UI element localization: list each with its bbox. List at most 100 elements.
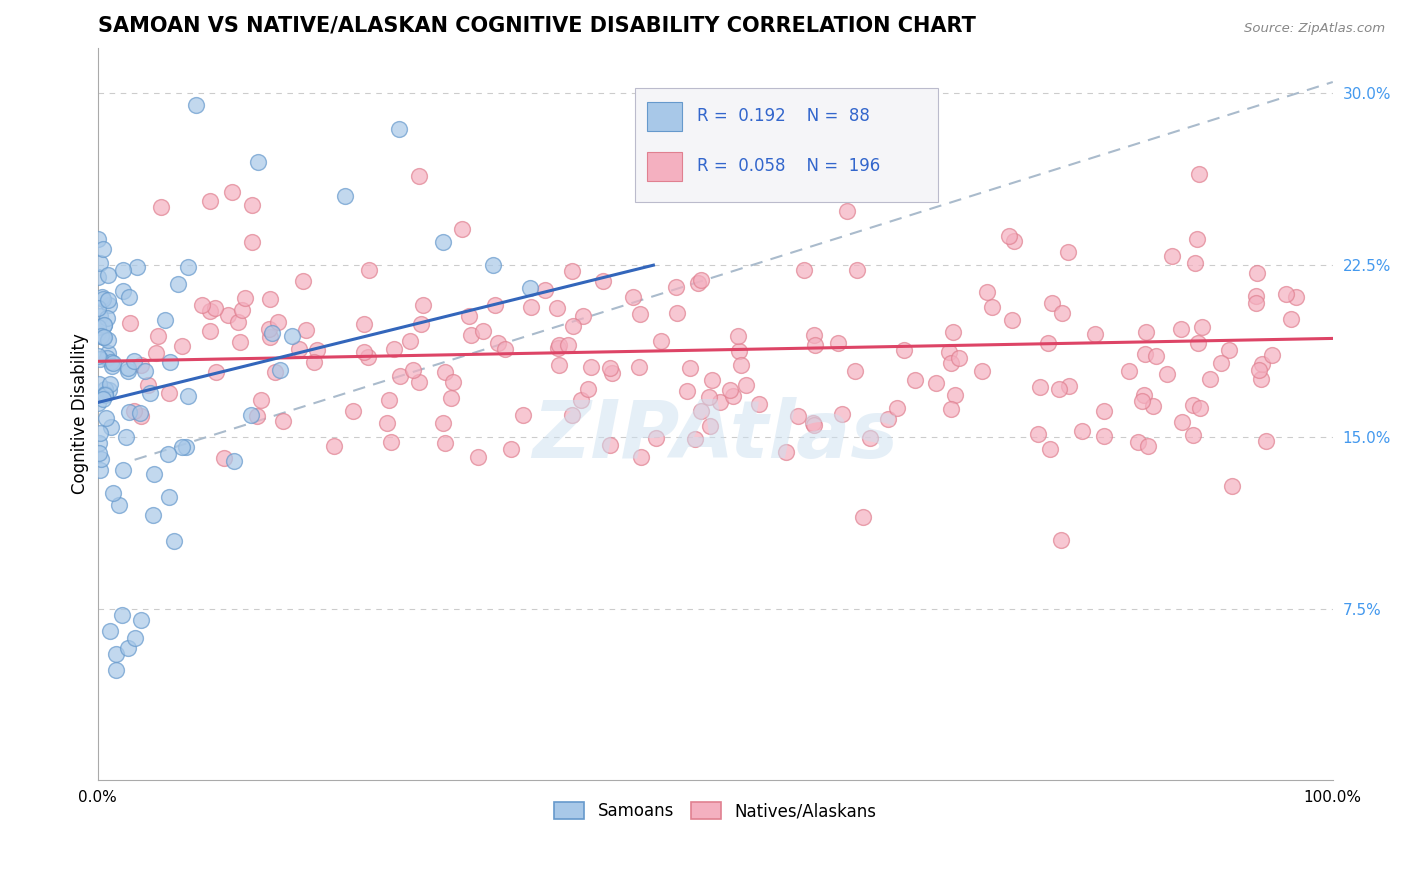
Point	[1118, 364, 1140, 378]
Point	[831, 408, 853, 422]
Point	[98, 376, 121, 391]
Point	[1182, 428, 1205, 442]
Point	[87, 446, 110, 460]
Point	[938, 345, 960, 359]
Point	[1057, 245, 1080, 260]
Point	[520, 301, 543, 315]
Point	[167, 277, 190, 291]
Point	[1137, 439, 1160, 453]
Point	[1244, 296, 1267, 310]
Point	[108, 498, 131, 512]
Point	[432, 416, 454, 430]
Point	[105, 648, 128, 662]
Point	[1246, 266, 1268, 280]
Point	[240, 408, 263, 422]
Point	[257, 322, 280, 336]
FancyBboxPatch shape	[636, 88, 938, 202]
Point	[305, 343, 328, 357]
Point	[111, 608, 134, 623]
Point	[1156, 367, 1178, 381]
Point	[89, 463, 111, 477]
Point	[434, 435, 457, 450]
Point	[262, 326, 284, 340]
Point	[1042, 295, 1064, 310]
Point	[1059, 379, 1081, 393]
Point	[98, 624, 121, 639]
Point	[494, 342, 516, 356]
Point	[627, 360, 650, 375]
Point	[1279, 312, 1302, 326]
Point	[486, 335, 509, 350]
Point	[124, 632, 146, 646]
Point	[224, 454, 246, 468]
Point	[592, 274, 614, 288]
Point	[942, 325, 965, 339]
Point	[408, 169, 430, 184]
Point	[561, 319, 583, 334]
Point	[89, 309, 111, 323]
Point	[501, 442, 523, 457]
Point	[377, 416, 399, 430]
Point	[787, 409, 810, 423]
Point	[690, 403, 713, 417]
Point	[398, 334, 420, 349]
Point	[186, 98, 208, 112]
Point	[86, 396, 108, 410]
Point	[1130, 394, 1153, 409]
Point	[676, 384, 699, 398]
Point	[333, 189, 356, 203]
Point	[630, 450, 652, 464]
Point	[97, 333, 120, 347]
Point	[1002, 234, 1025, 248]
Point	[250, 392, 273, 407]
Point	[1185, 231, 1208, 245]
Point	[96, 351, 118, 365]
Point	[122, 404, 145, 418]
Point	[353, 317, 375, 331]
Point	[1191, 319, 1213, 334]
Point	[858, 431, 880, 445]
Point	[1092, 403, 1115, 417]
Point	[111, 284, 134, 298]
Point	[519, 281, 541, 295]
Point	[793, 262, 815, 277]
Point	[226, 315, 249, 329]
Point	[1187, 336, 1209, 351]
Point	[700, 373, 723, 387]
Point	[851, 182, 873, 196]
Point	[727, 344, 749, 359]
Point	[1218, 343, 1240, 357]
Point	[125, 260, 148, 275]
Point	[972, 364, 994, 378]
Point	[941, 401, 963, 416]
Point	[128, 406, 150, 420]
Point	[718, 384, 741, 398]
Point	[217, 309, 239, 323]
Point	[1047, 382, 1070, 396]
Legend: Samoans, Natives/Alaskans: Samoans, Natives/Alaskans	[548, 796, 883, 827]
Point	[118, 316, 141, 330]
Point	[844, 364, 866, 378]
Point	[302, 355, 325, 369]
Point	[159, 354, 181, 368]
Point	[1260, 348, 1282, 362]
Point	[1170, 321, 1192, 335]
Point	[214, 451, 236, 466]
Point	[146, 329, 169, 343]
Point	[1274, 287, 1296, 301]
Point	[229, 335, 252, 350]
Point	[87, 349, 110, 363]
Point	[655, 183, 678, 197]
Point	[981, 300, 1004, 314]
Point	[1171, 415, 1194, 429]
Point	[204, 301, 226, 315]
Point	[93, 382, 115, 396]
Point	[111, 463, 134, 477]
Point	[1250, 372, 1272, 386]
Point	[233, 291, 256, 305]
Point	[114, 430, 136, 444]
Point	[402, 362, 425, 376]
Point	[886, 401, 908, 416]
Point	[599, 438, 621, 452]
Point	[156, 447, 179, 461]
